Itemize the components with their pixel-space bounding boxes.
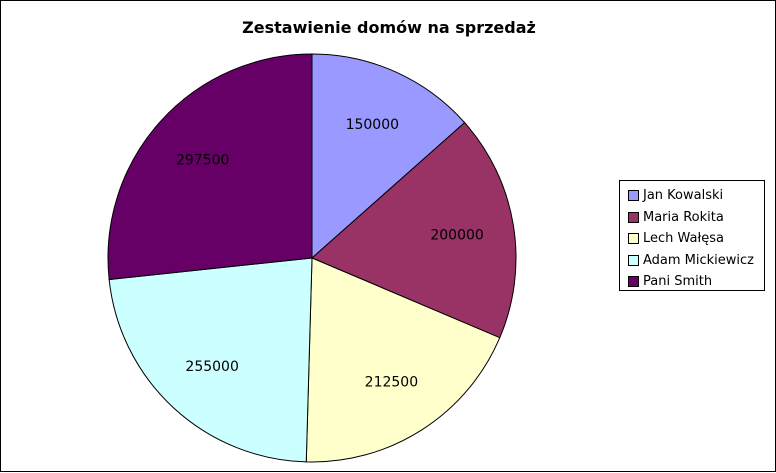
data-label-3: 212500 xyxy=(365,375,418,391)
legend-label: Lech Wałęsa xyxy=(643,231,724,247)
legend-label: Adam Mickiewicz xyxy=(643,252,755,268)
chart-title: Zestawienie domów na sprzedaż xyxy=(242,18,536,37)
legend-item-1[interactable]: Jan Kowalski xyxy=(628,185,764,207)
legend-item-3[interactable]: Lech Wałęsa xyxy=(628,228,764,250)
legend-label: Jan Kowalski xyxy=(643,188,724,204)
legend-item-5[interactable]: Pani Smith xyxy=(628,271,764,293)
legend-swatch xyxy=(628,276,639,288)
legend-swatch xyxy=(628,190,639,202)
pie-slice-2 xyxy=(311,121,517,339)
legend-swatch xyxy=(628,211,639,223)
data-label-1: 150000 xyxy=(346,117,399,133)
legend-label: Pani Smith xyxy=(643,274,713,290)
pie-slice-4 xyxy=(108,257,313,463)
legend-swatch xyxy=(628,233,639,245)
data-label-4: 255000 xyxy=(185,359,238,375)
pie-slice-5 xyxy=(107,53,313,281)
pie-slice-3 xyxy=(305,257,501,463)
data-label-2: 200000 xyxy=(430,227,483,243)
legend-swatch xyxy=(628,254,639,266)
legend-label: Maria Rokita xyxy=(643,209,724,225)
legend: Jan Kowalski Maria Rokita Lech Wałęsa Adam … xyxy=(619,180,765,291)
pie-slice-1 xyxy=(311,53,466,260)
legend-item-2[interactable]: Maria Rokita xyxy=(628,207,764,229)
data-label-5: 297500 xyxy=(176,153,229,169)
legend-item-4[interactable]: Adam Mickiewicz xyxy=(628,250,764,272)
